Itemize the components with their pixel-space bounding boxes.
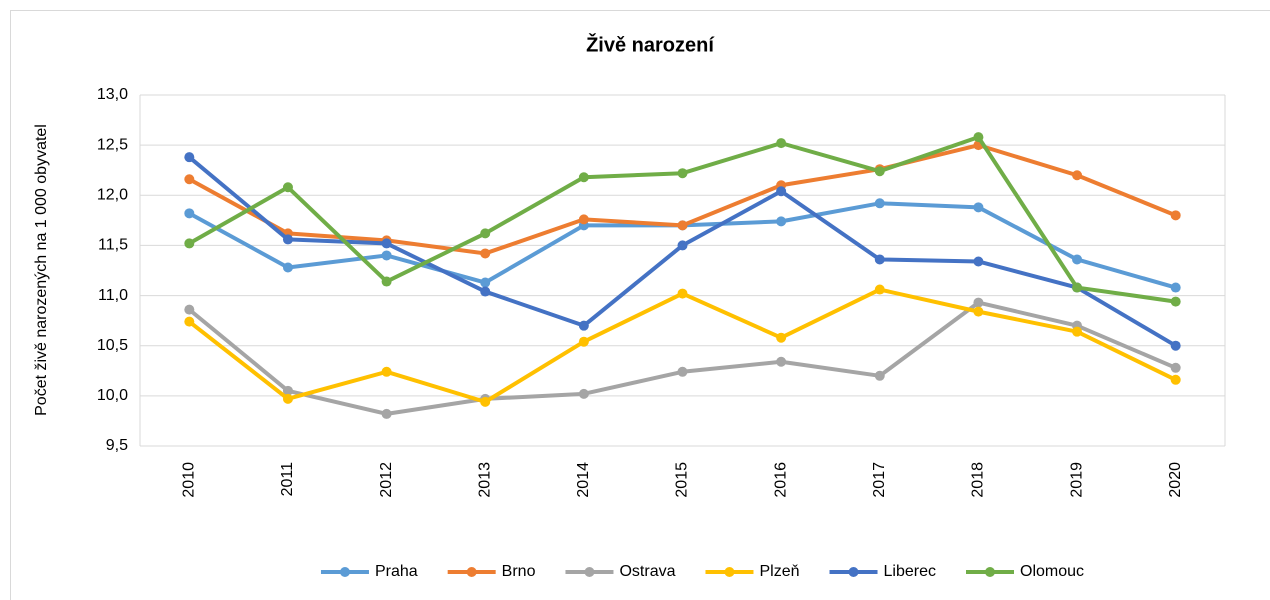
data-point xyxy=(973,202,984,213)
data-point xyxy=(874,370,885,381)
data-point xyxy=(1072,326,1083,337)
legend-marker xyxy=(466,567,477,577)
data-point xyxy=(282,234,293,245)
data-point xyxy=(1170,374,1181,385)
legend-marker xyxy=(724,567,735,577)
data-point xyxy=(776,138,787,149)
data-point xyxy=(677,168,688,179)
legend-label: Ostrava xyxy=(619,563,675,580)
data-point xyxy=(381,250,392,261)
data-point xyxy=(973,256,984,267)
data-point xyxy=(184,316,195,327)
data-point xyxy=(776,186,787,197)
data-point xyxy=(1170,282,1181,293)
data-point xyxy=(874,198,885,209)
data-point xyxy=(184,304,195,315)
chart-frame xyxy=(10,10,1270,600)
data-point xyxy=(1072,170,1083,181)
chart-title: Živě narození xyxy=(586,32,715,56)
data-point xyxy=(1072,254,1083,265)
data-point xyxy=(184,208,195,219)
data-point xyxy=(282,262,293,273)
legend-marker xyxy=(339,567,350,577)
legend-marker xyxy=(848,567,859,577)
data-point xyxy=(480,228,491,239)
legend-item: Praha xyxy=(320,563,418,580)
data-point xyxy=(578,172,589,183)
data-point xyxy=(578,388,589,399)
legend-item: Liberec xyxy=(829,563,936,580)
data-point xyxy=(776,332,787,343)
legend-label: Plzeň xyxy=(759,563,799,580)
legend-item: Brno xyxy=(447,563,536,580)
x-tick-label: 2016 xyxy=(772,462,789,498)
data-point xyxy=(282,182,293,193)
data-point xyxy=(973,306,984,317)
legend-item: Plzeň xyxy=(705,563,800,580)
data-point xyxy=(381,366,392,377)
data-point xyxy=(776,216,787,227)
x-tick-label: 2014 xyxy=(575,462,592,498)
data-point xyxy=(1170,340,1181,351)
y-tick-label: 10,0 xyxy=(97,387,128,404)
y-tick-label: 11,0 xyxy=(98,287,128,304)
data-point xyxy=(184,152,195,163)
data-point xyxy=(578,214,589,225)
legend-item: Ostrava xyxy=(565,563,676,580)
x-tick-label: 2013 xyxy=(476,462,493,498)
data-point xyxy=(677,240,688,251)
data-point xyxy=(282,393,293,404)
y-tick-label: 12,5 xyxy=(97,136,128,153)
x-tick-label: 2012 xyxy=(378,462,395,498)
data-point xyxy=(282,385,293,396)
data-point xyxy=(874,254,885,265)
data-point xyxy=(973,132,984,143)
y-tick-label: 10,5 xyxy=(97,337,128,354)
data-point xyxy=(381,238,392,249)
x-tick-label: 2020 xyxy=(1167,462,1184,498)
data-point xyxy=(1170,362,1181,373)
data-point xyxy=(874,166,885,177)
data-point xyxy=(874,284,885,295)
legend-label: Praha xyxy=(375,563,418,580)
legend-item: Olomouc xyxy=(966,563,1084,580)
legend-label: Olomouc xyxy=(1020,563,1084,580)
data-point xyxy=(184,238,195,249)
x-tick-label: 2019 xyxy=(1068,462,1085,498)
data-point xyxy=(1170,210,1181,221)
data-point xyxy=(578,320,589,331)
y-axis-label: Počet živě narozených na 1 000 obyvatel xyxy=(33,124,50,416)
x-tick-label: 2015 xyxy=(674,462,691,498)
legend: Praha Brno Ostrava Plzeň Liberec Olomouc xyxy=(320,563,1084,580)
data-point xyxy=(677,366,688,377)
y-tick-label: 12,0 xyxy=(97,187,128,204)
x-tick-label: 2010 xyxy=(181,462,198,498)
x-tick-label: 2011 xyxy=(279,462,296,497)
data-point xyxy=(480,248,491,259)
data-point xyxy=(1072,282,1083,293)
data-point xyxy=(578,336,589,347)
data-point xyxy=(480,396,491,407)
data-point xyxy=(480,277,491,288)
x-tick-label: 2018 xyxy=(970,462,987,498)
legend-marker xyxy=(584,567,595,577)
data-point xyxy=(973,297,984,308)
legend-label: Brno xyxy=(502,563,536,580)
legend-marker xyxy=(985,567,995,577)
legend-label: Liberec xyxy=(884,563,936,580)
data-point xyxy=(480,286,491,297)
data-point xyxy=(677,288,688,299)
y-tick-label: 9,5 xyxy=(106,437,128,454)
data-point xyxy=(184,174,195,185)
data-point xyxy=(1170,296,1181,307)
data-point xyxy=(381,408,392,419)
y-tick-label: 13,0 xyxy=(97,86,128,103)
y-tick-label: 11,5 xyxy=(98,237,128,254)
data-point xyxy=(776,356,787,367)
data-point xyxy=(677,220,688,231)
x-tick-label: 2017 xyxy=(871,462,888,498)
data-point xyxy=(381,276,392,287)
